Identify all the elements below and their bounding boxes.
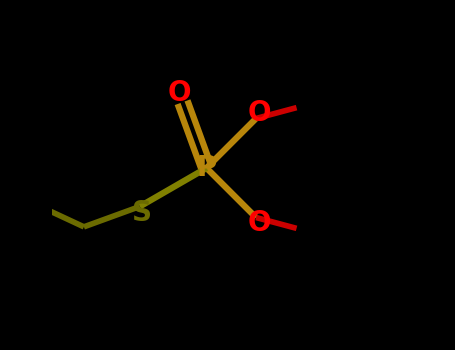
Text: S: S bbox=[131, 199, 152, 227]
Text: O: O bbox=[248, 209, 271, 237]
Text: O: O bbox=[167, 79, 191, 107]
Text: P: P bbox=[197, 154, 217, 182]
Text: O: O bbox=[248, 99, 271, 127]
